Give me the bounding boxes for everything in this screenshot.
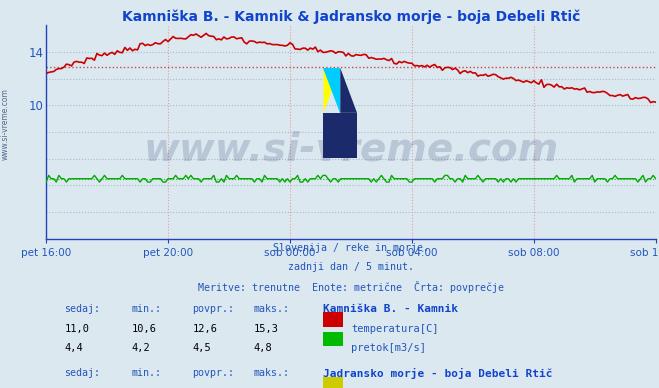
Text: 10,6: 10,6	[132, 324, 156, 334]
Text: zadnji dan / 5 minut.: zadnji dan / 5 minut.	[288, 262, 414, 272]
Bar	[324, 332, 343, 346]
Text: Kamniška B. - Kamnik: Kamniška B. - Kamnik	[324, 303, 459, 314]
Bar	[324, 377, 343, 388]
Text: maks.:: maks.:	[254, 368, 289, 378]
Bar	[324, 312, 343, 327]
Text: maks.:: maks.:	[254, 303, 289, 314]
Text: min.:: min.:	[132, 303, 161, 314]
Title: Kamniška B. - Kamnik & Jadransko morje - boja Debeli Rtič: Kamniška B. - Kamnik & Jadransko morje -…	[122, 10, 580, 24]
Text: 4,8: 4,8	[254, 343, 272, 353]
Text: 11,0: 11,0	[65, 324, 90, 334]
Text: 4,2: 4,2	[132, 343, 150, 353]
Text: Jadransko morje - boja Debeli Rtič: Jadransko morje - boja Debeli Rtič	[324, 368, 553, 379]
Text: www.si-vreme.com: www.si-vreme.com	[1, 88, 10, 160]
Text: povpr.:: povpr.:	[192, 368, 235, 378]
Text: min.:: min.:	[132, 368, 161, 378]
Text: www.si-vreme.com: www.si-vreme.com	[143, 130, 559, 168]
Text: sedaj:: sedaj:	[65, 368, 100, 378]
Text: 12,6: 12,6	[192, 324, 217, 334]
Text: pretok[m3/s]: pretok[m3/s]	[351, 343, 426, 353]
Text: Slovenija / reke in morje.: Slovenija / reke in morje.	[273, 243, 429, 253]
Text: 4,5: 4,5	[192, 343, 211, 353]
Text: temperatura[C]: temperatura[C]	[351, 324, 438, 334]
Text: Meritve: trenutne  Enote: metrične  Črta: povprečje: Meritve: trenutne Enote: metrične Črta: …	[198, 281, 504, 293]
Text: 4,4: 4,4	[65, 343, 83, 353]
Text: 15,3: 15,3	[254, 324, 278, 334]
Text: povpr.:: povpr.:	[192, 303, 235, 314]
Text: sedaj:: sedaj:	[65, 303, 100, 314]
